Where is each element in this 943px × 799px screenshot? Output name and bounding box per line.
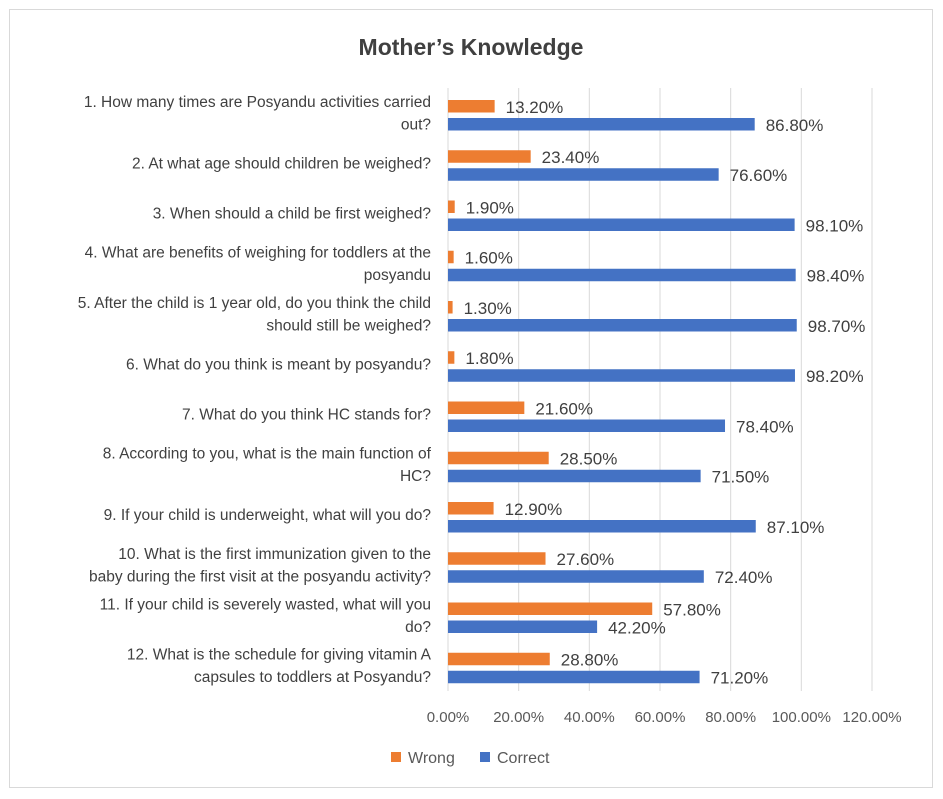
bar-wrong [448,351,455,364]
category-label-line: should still be weighed? [266,317,431,334]
data-label-correct: 98.40% [807,267,865,286]
bar-wrong [448,451,549,465]
bar-correct [448,268,796,282]
data-label-wrong: 21.60% [535,399,593,418]
category-label-line: 8. According to you, what is the main fu… [103,446,432,463]
data-label-wrong: 12.90% [505,500,563,519]
chart-svg: Mother’s Knowledge 1. How many times are… [78,34,902,767]
category-label: 3. When should a child be first weighed? [153,206,432,223]
data-label-wrong: 1.90% [466,198,514,217]
category-label-line: 6. What do you think is meant by posyand… [126,356,431,373]
data-label-wrong: 28.80% [561,651,619,670]
data-label-correct: 71.20% [711,669,769,688]
bar-correct [448,469,701,483]
bar-wrong [448,150,531,163]
bar-wrong [448,200,455,213]
data-label-correct: 72.40% [715,568,773,587]
gridlines [447,88,873,691]
data-label-correct: 71.50% [712,468,770,487]
category-label: 10. What is the first immunization given… [89,546,431,586]
x-tick-label: 60.00% [635,709,686,726]
data-label-correct: 86.80% [766,116,824,135]
category-label: 7. What do you think HC stands for? [182,407,431,424]
bar-correct [448,168,719,181]
bar-correct [448,670,700,684]
data-label-correct: 42.20% [608,618,666,637]
bar-wrong [448,652,550,666]
bar-wrong [448,552,546,565]
category-label-line: 11. If your child is severely wasted, wh… [100,596,431,613]
data-label-wrong: 23.40% [542,148,600,167]
bar-wrong [448,301,453,314]
bar-correct [448,570,704,583]
data-label-correct: 98.10% [806,216,864,235]
bar-correct [448,118,755,131]
bar-wrong [448,401,525,414]
bar-correct [448,520,756,533]
category-label-line: 10. What is the first immunization given… [118,546,431,563]
bar-wrong [448,250,454,264]
category-label-line: 12. What is the schedule for giving vita… [127,647,432,664]
x-tick-label: 40.00% [564,709,615,726]
category-label-line: capsules to toddlers at Posyandu? [194,669,431,686]
data-label-wrong: 28.50% [560,450,618,469]
category-label: 12. What is the schedule for giving vita… [127,647,432,687]
legend-label-correct: Correct [497,750,550,767]
legend-label-wrong: Wrong [408,750,455,767]
bars [448,100,797,684]
bar-correct [448,369,795,382]
category-label-line: 4. What are benefits of weighing for tod… [85,245,431,262]
data-label-correct: 98.20% [806,367,864,386]
data-label-wrong: 1.80% [465,349,513,368]
category-label: 6. What do you think is meant by posyand… [126,356,431,373]
data-label-correct: 98.70% [808,317,866,336]
x-tick-label: 100.00% [772,709,831,726]
bar-correct [448,419,726,432]
category-labels: 1. How many times are Posyandu activitie… [78,94,432,686]
data-label-correct: 78.40% [736,417,794,436]
data-label-wrong: 57.80% [663,600,721,619]
category-label-line: 5. After the child is 1 year old, do you… [78,295,431,312]
category-label: 11. If your child is severely wasted, wh… [100,596,432,636]
category-label-line: 3. When should a child be first weighed? [153,206,432,223]
data-label-wrong: 1.30% [464,299,512,318]
bar-correct [448,620,598,633]
category-label: 9. If your child is underweight, what wi… [104,507,432,524]
category-label-line: HC? [400,468,431,485]
category-label: 2. At what age should children be weighe… [132,155,431,172]
category-label-line: 1. How many times are Posyandu activitie… [84,94,431,111]
category-label: 4. What are benefits of weighing for tod… [85,245,431,285]
bar-wrong [448,502,494,515]
legend: Wrong Correct [391,750,550,767]
category-label: 5. After the child is 1 year old, do you… [78,295,432,335]
bar-correct [448,319,797,332]
category-label-line: 2. At what age should children be weighe… [132,155,431,172]
data-labels: 13.20% 86.80% 23.40% 76.60% 1.90% 98.10% 1.60%… [464,98,866,688]
data-label-wrong: 27.60% [557,550,615,569]
bar-wrong [448,100,495,113]
chart-frame: Mother’s Knowledge 1. How many times are… [9,9,933,788]
category-label: 8. According to you, what is the main fu… [103,446,432,486]
x-tick-label: 20.00% [493,709,544,726]
x-tick-label: 0.00% [427,709,470,726]
category-label-line: baby during the first visit at the posya… [89,569,431,586]
data-label-wrong: 13.20% [506,98,564,117]
x-tick-label: 120.00% [842,709,901,726]
bar-correct [448,218,795,231]
data-label-wrong: 1.60% [465,249,513,268]
chart-title: Mother’s Knowledge [359,34,584,60]
bar-wrong [448,602,653,615]
category-label-line: 9. If your child is underweight, what wi… [104,507,432,524]
data-label-correct: 87.10% [767,518,825,537]
x-axis-tick-labels: 0.00% 20.00% 40.00% 60.00% 80.00% 100.00% 120.… [427,709,902,726]
x-tick-label: 80.00% [705,709,756,726]
category-label-line: do? [405,619,431,636]
legend-swatch-wrong [391,752,401,762]
category-label-line: posyandu [364,267,431,284]
category-label-line: 7. What do you think HC stands for? [182,407,431,424]
category-label: 1. How many times are Posyandu activitie… [84,94,432,134]
legend-swatch-correct [480,752,490,762]
category-label-line: out? [401,116,432,133]
data-label-correct: 76.60% [730,166,788,185]
